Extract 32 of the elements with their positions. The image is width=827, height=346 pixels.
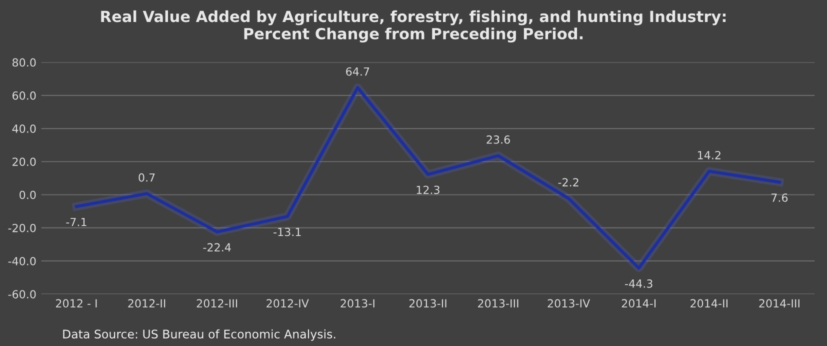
x-tick-label: 2013-IV (548, 299, 590, 308)
y-tick-label: -20.0 (8, 224, 36, 232)
data-label: -2.2 (558, 178, 578, 186)
data-label: 0.7 (138, 173, 155, 182)
x-tick-label: 2013-III (478, 299, 518, 308)
y-tick-label: 80.0 (12, 58, 36, 67)
y-tick-label: 0.0 (20, 190, 36, 200)
data-label: -22.4 (203, 243, 231, 252)
data-label: 7.6 (772, 193, 788, 202)
y-tick-label: 20.0 (12, 158, 36, 166)
data-label: -13.1 (274, 228, 301, 236)
data-label: 12.3 (416, 186, 440, 194)
data-label: 64.7 (346, 67, 370, 76)
data-label: -44.3 (625, 279, 652, 288)
y-tick-label: 40.0 (12, 124, 36, 133)
y-tick-label: -60.0 (8, 290, 36, 298)
x-tick-label: 2012 - I (56, 299, 97, 308)
x-tick-label: 2014-I (622, 299, 656, 308)
chart-title: Real Value Added by Agriculture, forestry, fishing, and hunting Industry: Percent Change from Preceding Period. (101, 10, 726, 43)
x-tick-label: 2013-II (409, 299, 446, 308)
x-tick-label: 2012-III (196, 299, 238, 308)
y-tick-label: -40.0 (8, 256, 36, 266)
source-note: Data Source: US Bureau of Economic Analysis. (63, 329, 336, 341)
data-label: 23.6 (486, 135, 510, 144)
x-tick-label: 2012-II (128, 299, 166, 308)
x-tick-label: 2014-II (690, 299, 728, 308)
x-tick-label: 2012-IV (266, 299, 309, 308)
x-tick-label: 2013-I (340, 299, 374, 308)
y-tick-label: 60.0 (12, 91, 36, 100)
data-label: 14.2 (698, 150, 720, 160)
data-label: -7.1 (66, 218, 86, 226)
x-tick-label: 2014-III (759, 299, 800, 308)
